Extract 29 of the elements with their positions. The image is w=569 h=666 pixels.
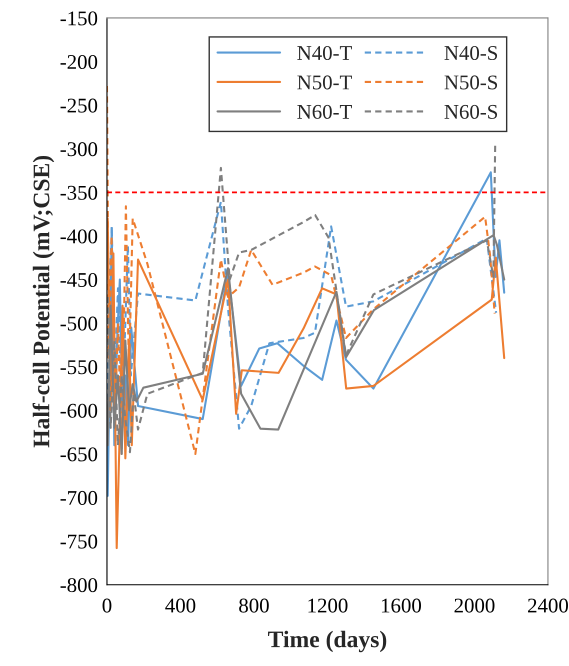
y-tick-label: -450 (60, 272, 98, 287)
y-tick-label: -650 (60, 447, 98, 462)
y-tick-label: -200 (60, 54, 98, 70)
x-tick-label: 400 (165, 598, 196, 613)
y-tick-label: -750 (60, 534, 98, 549)
y-tick-label: -700 (60, 490, 98, 505)
x-tick-label: 1600 (382, 598, 421, 613)
y-tick-label: -550 (60, 360, 98, 374)
legend-label: N40-T (297, 46, 352, 60)
y-tick-label: -300 (60, 142, 98, 156)
y-tick-label: -600 (60, 404, 98, 418)
y-tick-label: -350 (60, 186, 98, 200)
x-tick-label: 1200 (308, 598, 348, 613)
y-axis-title: Half-cell Potential (mV;CSE) (32, 156, 54, 448)
legend-label: N60-T (297, 104, 352, 119)
y-tick-label: -800 (60, 578, 98, 592)
y-tick-label: -150 (60, 11, 98, 26)
y-tick-label: -400 (60, 229, 98, 244)
x-tick-label: 0 (102, 598, 112, 613)
legend-label: N60-S (444, 104, 498, 119)
x-tick-label: 2000 (454, 598, 494, 613)
legend-label: N50-S (444, 75, 498, 90)
x-tick-label: 800 (239, 598, 269, 613)
legend-label: N50-T (297, 75, 352, 90)
y-tick-label: -250 (60, 98, 98, 113)
x-tick-label: 2400 (528, 598, 568, 613)
y-tick-label: -500 (60, 316, 98, 331)
x-axis-title: Time (days) (268, 630, 386, 652)
legend-label: N40-S (444, 46, 498, 60)
